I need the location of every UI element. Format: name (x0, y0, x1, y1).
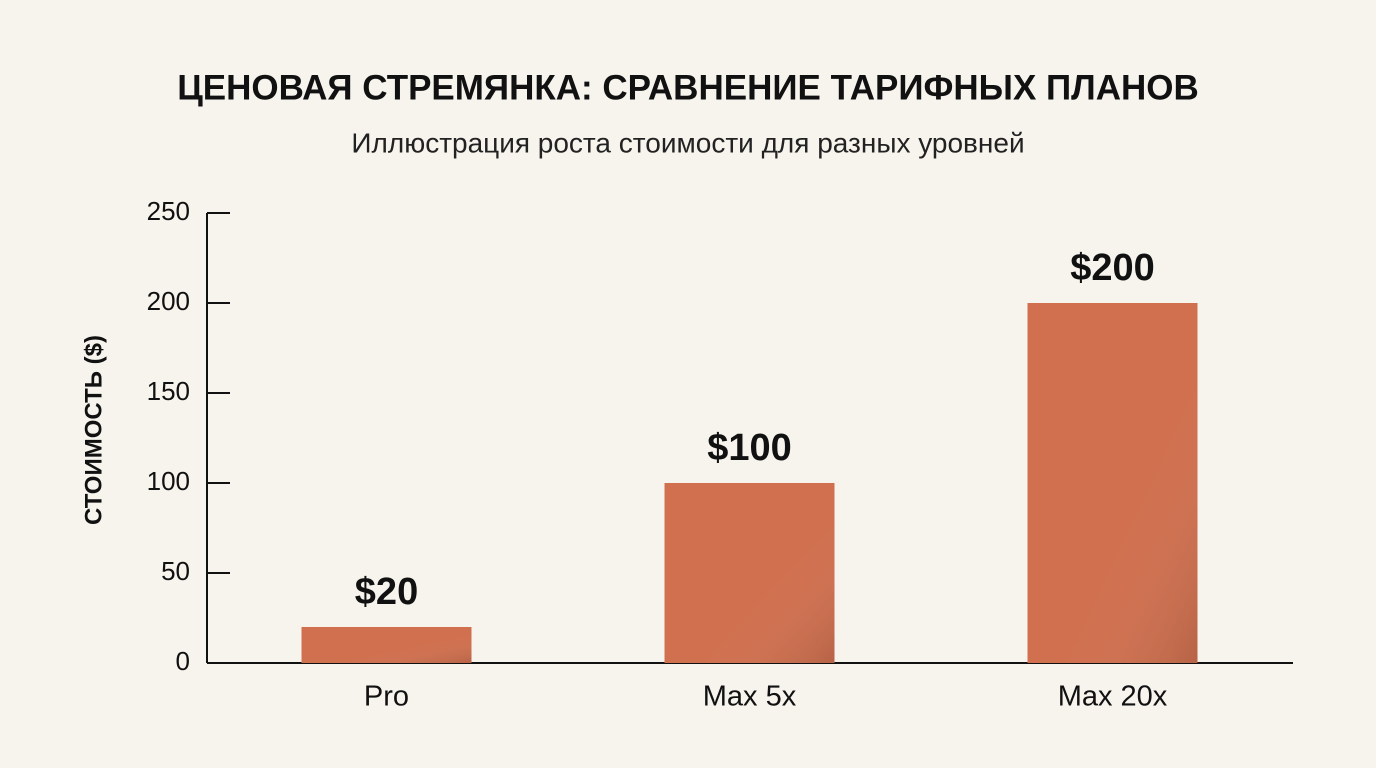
value-label: $20 (355, 571, 418, 613)
y-tick-label: 0 (176, 646, 190, 676)
y-tick-label: 150 (147, 376, 190, 406)
y-tick-label: 250 (147, 196, 190, 226)
x-tick-label: Max 5x (703, 681, 797, 713)
value-label: $100 (707, 427, 792, 469)
chart-subtitle: Иллюстрация роста стоимости для разных у… (351, 127, 1024, 158)
bar-shade (664, 483, 835, 663)
bar-shade (1027, 303, 1198, 663)
chart-title: ЦЕНОВАЯ СТРЕМЯНКА: СРАВНЕНИЕ ТАРИФНЫХ ПЛ… (177, 68, 1199, 107)
y-tick-label: 100 (147, 466, 190, 496)
y-tick-label: 50 (161, 556, 190, 586)
y-axis-label: СТОИМОСТЬ ($) (80, 335, 107, 525)
bar-shade (301, 627, 472, 663)
x-tick-label: Pro (364, 681, 409, 713)
value-label: $200 (1070, 247, 1155, 289)
x-tick-label: Max 20x (1058, 681, 1168, 713)
y-tick-label: 200 (147, 286, 190, 316)
